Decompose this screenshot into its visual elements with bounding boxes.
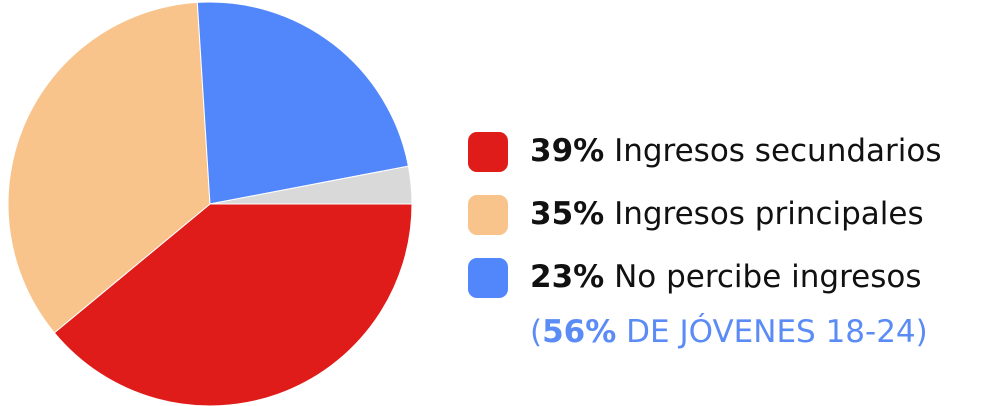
legend-space [604, 259, 614, 295]
legend-swatch [468, 195, 508, 235]
legend-entry: 35% Ingresos principales [530, 196, 924, 232]
legend-percent: 23% [530, 259, 604, 295]
legend-swatch [468, 132, 508, 172]
legend-entry: 39% Ingresos secundarios [530, 133, 942, 169]
annotation-part: DE JÓVENES 18-24) [616, 313, 927, 350]
pie-slice [7, 1, 211, 334]
annotation-part: 56% [542, 314, 616, 350]
pie-slice [209, 165, 413, 205]
legend-percent: 35% [530, 196, 604, 232]
legend-space [604, 196, 614, 232]
annotation-part: ( [530, 314, 542, 350]
legend-entry: 23% No percibe ingresos [530, 259, 922, 295]
annotation: (56% DE JÓVENES 18-24) [530, 313, 928, 350]
legend-label: Ingresos principales [614, 196, 924, 232]
legend-label: No percibe ingresos [614, 259, 921, 295]
pie-slice [53, 203, 413, 406]
pie-slice [196, 1, 410, 205]
legend-percent: 39% [530, 133, 604, 169]
legend-label: Ingresos secundarios [614, 133, 941, 169]
legend-space [604, 133, 614, 169]
legend-swatch [468, 258, 508, 298]
